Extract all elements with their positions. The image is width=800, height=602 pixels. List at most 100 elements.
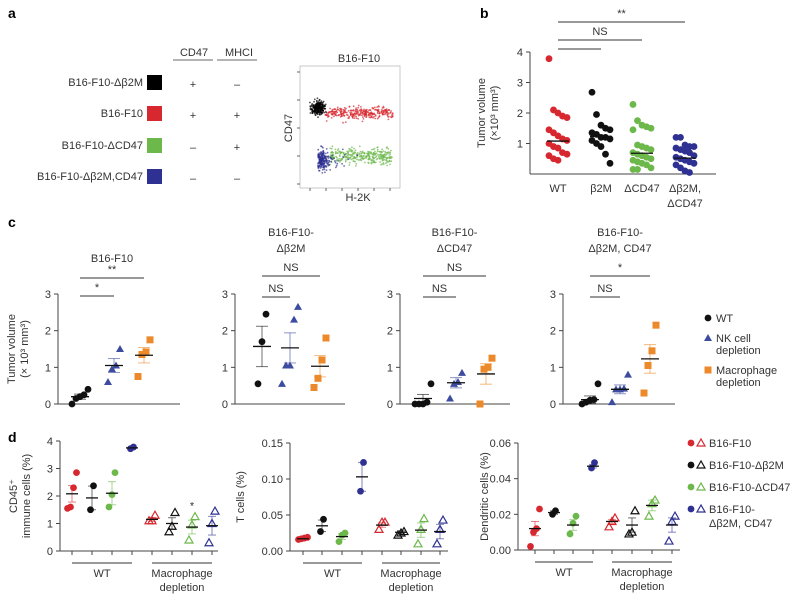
flow-event-dot (317, 109, 320, 112)
flow-event-dot (330, 151, 332, 154)
y-tick-label: 1 (47, 519, 53, 531)
flow-event-dot (317, 153, 320, 155)
flow-event-dot (380, 153, 383, 156)
legend-label: Δβ2M, CD47 (709, 518, 772, 530)
flow-event-dot (321, 105, 324, 108)
data-point (412, 538, 424, 548)
group-label: Macrophage (380, 568, 441, 580)
series-b16-f10-2m-wt (86, 482, 98, 514)
flow-event-dot (329, 147, 332, 150)
data-point (480, 365, 488, 373)
y-tick-label: 0 (550, 399, 556, 411)
flow-event-dot (341, 162, 343, 165)
data-point (146, 515, 158, 525)
data-point (134, 373, 142, 380)
flow-event-dot (317, 167, 320, 170)
data-point (373, 524, 385, 534)
legend-open-triangle (695, 459, 707, 469)
flow-event-dot (361, 150, 364, 153)
flow-event-dot (324, 157, 326, 159)
significance-label: ** (617, 8, 626, 20)
y-tick-label: 0.05 (262, 510, 283, 522)
y-tick-label: 0 (387, 399, 393, 411)
group-label: WT (324, 568, 341, 580)
data-point (278, 379, 286, 387)
series-b16-f10-cd47-mac: * (183, 501, 201, 544)
flow-event-dot (316, 100, 318, 103)
header-cd47: CD47 (180, 47, 208, 59)
flow-event-dot (390, 116, 393, 119)
flow-event-dot (324, 103, 327, 106)
flow-event-dot (351, 109, 353, 112)
flow-event-dot (322, 101, 324, 104)
data-point (294, 302, 302, 310)
legend-label: B16-F10-Δβ2M (709, 460, 784, 472)
plot-title: Δβ2M (277, 243, 306, 255)
data-point (647, 146, 655, 154)
flow-event-dot (355, 108, 357, 111)
legend-label: B16-F10- (709, 504, 755, 516)
flow-event-dot (350, 113, 352, 115)
data-point (320, 515, 327, 523)
flow-event-dot (337, 148, 340, 150)
flow-event-dot (331, 145, 334, 148)
flow-event-dot (349, 156, 352, 159)
flow-event-dot (373, 115, 375, 118)
plot-d3: 0.00 0.02 0.04 0.06 Dendritic cells (%) WT Mac… (479, 438, 681, 593)
flow-event-dot (365, 116, 368, 119)
flow-event-dot (362, 158, 365, 161)
flow-event-dot (327, 162, 329, 165)
flow-event-dot (324, 171, 326, 174)
series-macrophage-depletion (310, 334, 330, 391)
flow-event-dot (362, 118, 365, 120)
flow-event-dot (374, 150, 376, 153)
series-b16-f10-2m-cd47-mac (203, 505, 221, 547)
flow-event-dot (389, 163, 391, 166)
y-tick-label: 3 (222, 289, 228, 301)
series-b16-f10-cd47-mac (412, 513, 430, 548)
significance-label: ** (108, 264, 117, 276)
genotype-color-swatch (147, 169, 162, 184)
flow-event-dot (346, 154, 349, 157)
significance-label: NS (268, 283, 283, 295)
flow-event-dot (321, 112, 324, 114)
flow-event-dot (342, 156, 345, 159)
flow-event-dot (376, 117, 379, 120)
flow-event-dot (353, 156, 356, 158)
series-b16-f10-mac (603, 512, 621, 531)
data-point (322, 334, 330, 342)
data-point (254, 380, 262, 388)
y-tick-label: 2 (550, 326, 556, 338)
flow-event-dot (390, 149, 392, 152)
flow-event-dot (334, 111, 337, 113)
data-point (648, 347, 656, 355)
flow-event-dot (311, 103, 314, 105)
flow-event-dot (338, 159, 341, 162)
group-label: depletion (160, 582, 205, 594)
data-point (310, 384, 318, 391)
flow-event-dot (333, 115, 335, 118)
flow-event-dot (358, 153, 361, 156)
data-point (643, 510, 655, 520)
flow-event-dot (347, 158, 350, 161)
flow-event-dot (321, 155, 324, 157)
data-point (318, 356, 326, 364)
plot-d1: 0 1 2 3 4 CD45⁺ immune cells (%) WT Macrophage de… (8, 436, 221, 594)
flow-event-dot (353, 147, 355, 150)
data-point (606, 159, 614, 167)
flow-event-dot (375, 158, 378, 161)
flow-event-dot (323, 163, 325, 166)
flow-event-dot (372, 159, 375, 162)
flow-event-dot (384, 113, 387, 115)
data-point (146, 336, 154, 344)
y-tick-label: 3 (45, 289, 51, 301)
flow-event-dot (351, 146, 353, 149)
flow-event-dot (384, 152, 387, 155)
flow-event-dot (352, 113, 354, 116)
legend-filled-circle (687, 505, 695, 513)
flow-event-dot (358, 113, 361, 116)
y-tick-label: 2 (45, 326, 51, 338)
flow-event-dot (348, 164, 351, 166)
